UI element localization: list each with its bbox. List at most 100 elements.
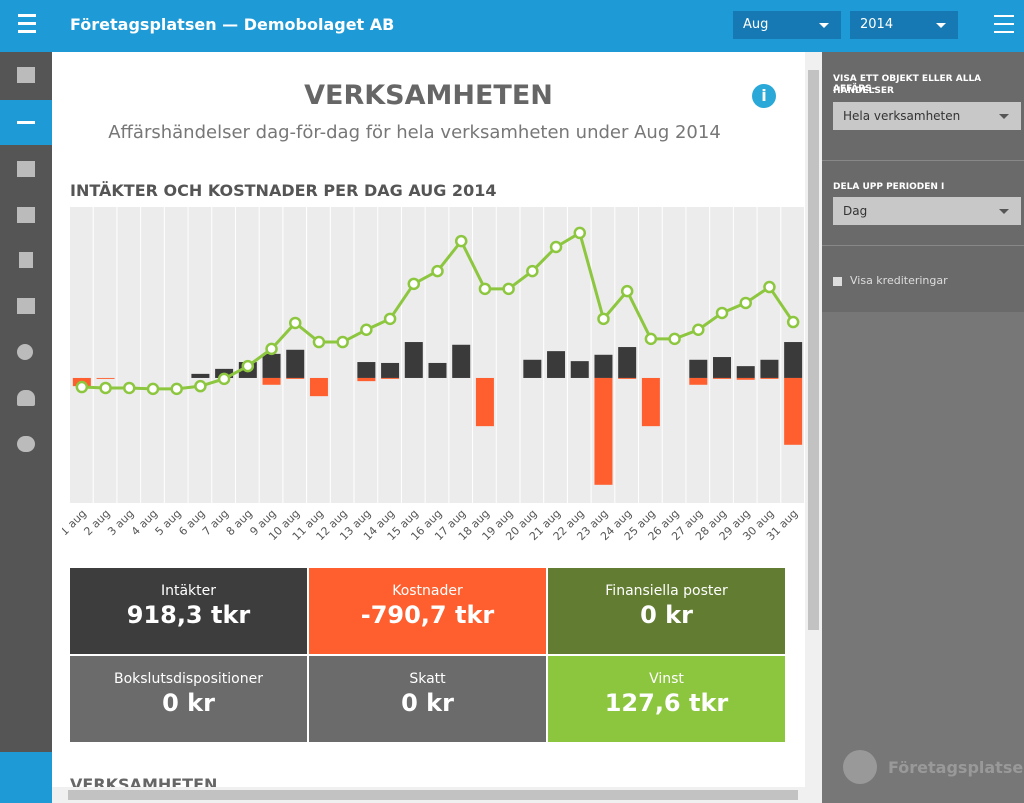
point bbox=[668, 332, 681, 346]
day-column bbox=[473, 207, 496, 503]
x-tick-label: 5 aug bbox=[153, 507, 184, 538]
tile-value: 918,3 tkr bbox=[126, 601, 251, 629]
bar bbox=[547, 351, 566, 378]
menu-button[interactable] bbox=[18, 14, 36, 17]
tile-label: Bokslutsdispositioner bbox=[113, 671, 263, 687]
scroll-thumb[interactable] bbox=[808, 70, 819, 630]
day-column bbox=[307, 207, 330, 503]
day-column bbox=[212, 207, 235, 503]
point bbox=[146, 382, 160, 396]
summary-tile: Kostnader -790,7 tkr bbox=[309, 568, 546, 654]
checkbox[interactable] bbox=[833, 277, 842, 286]
day-column bbox=[686, 207, 710, 503]
x-tick-label: 6 aug bbox=[176, 507, 207, 538]
point bbox=[549, 240, 563, 254]
point bbox=[692, 323, 705, 337]
bar bbox=[784, 342, 803, 378]
day-column bbox=[757, 207, 781, 503]
nav-icon[interactable] bbox=[17, 436, 35, 452]
day-column bbox=[733, 207, 757, 503]
day-column bbox=[567, 207, 591, 503]
nav-icon[interactable] bbox=[17, 298, 35, 314]
nav-icon[interactable] bbox=[17, 67, 35, 83]
x-tick-label: 7 aug bbox=[200, 507, 231, 538]
point bbox=[597, 312, 610, 326]
day-column bbox=[188, 207, 212, 503]
x-tick-label: 3 aug bbox=[105, 507, 136, 538]
bar bbox=[191, 373, 210, 378]
bar bbox=[452, 344, 471, 378]
summary-tile: Finansiella poster 0 kr bbox=[548, 568, 785, 654]
nav-icon[interactable] bbox=[19, 252, 33, 268]
summary-tile: Bokslutsdispositioner 0 kr bbox=[70, 656, 307, 742]
point bbox=[739, 296, 752, 310]
point bbox=[241, 359, 255, 373]
day-column bbox=[354, 207, 378, 503]
h-scroll-thumb[interactable] bbox=[68, 790, 798, 800]
point bbox=[336, 335, 349, 349]
tile-value: 127,6 tkr bbox=[604, 689, 729, 717]
bar bbox=[357, 362, 376, 378]
bar bbox=[523, 359, 542, 378]
filter-label: VISA ETT OBJEKT ELLER ALLA AFFÄRS- bbox=[833, 74, 982, 94]
bar bbox=[760, 377, 779, 379]
nav-icon[interactable] bbox=[17, 207, 35, 223]
nav-icon[interactable] bbox=[17, 344, 33, 360]
bar bbox=[286, 349, 305, 378]
day-column bbox=[141, 207, 164, 503]
bar bbox=[286, 377, 305, 379]
chart-title: INTÄKTER OCH KOSTNADER PER DAG AUG 2014 bbox=[70, 181, 497, 200]
bar bbox=[428, 362, 447, 378]
point bbox=[123, 381, 136, 395]
user-badge[interactable] bbox=[0, 752, 52, 803]
point bbox=[454, 234, 468, 248]
x-tick-label: 8 aug bbox=[224, 507, 255, 538]
tile-value: 0 kr bbox=[401, 689, 454, 717]
tile-label: Finansiella poster bbox=[605, 583, 728, 599]
year-select[interactable]: 2014 bbox=[850, 11, 958, 39]
period-select[interactable]: Dag bbox=[833, 197, 1021, 225]
point bbox=[644, 332, 658, 346]
summary-tile: Vinst 127,6 tkr bbox=[548, 656, 785, 742]
tile-label: Kostnader bbox=[392, 583, 463, 599]
bar bbox=[357, 377, 376, 382]
tile-label: Intäkter bbox=[160, 583, 217, 599]
bar bbox=[594, 354, 613, 378]
bar bbox=[618, 377, 637, 379]
bar bbox=[309, 377, 328, 397]
point bbox=[217, 372, 231, 386]
bar bbox=[618, 347, 637, 378]
bar bbox=[404, 342, 423, 378]
bar bbox=[262, 353, 281, 378]
bar bbox=[736, 366, 755, 378]
nav-icon[interactable] bbox=[17, 390, 35, 406]
day-column bbox=[70, 207, 93, 503]
bar bbox=[381, 377, 400, 379]
point bbox=[75, 380, 89, 394]
nav-icon[interactable] bbox=[17, 121, 35, 124]
divider bbox=[822, 160, 1024, 161]
point bbox=[407, 277, 421, 291]
point bbox=[170, 382, 183, 396]
point bbox=[194, 379, 207, 393]
tile-label: Vinst bbox=[649, 671, 684, 687]
month-select[interactable]: Aug bbox=[733, 11, 841, 39]
day-column bbox=[164, 207, 188, 503]
app-title: Företagsplatsen — Demobolaget AB bbox=[70, 15, 395, 34]
point bbox=[573, 226, 587, 240]
object-select[interactable]: Hela verksamheten bbox=[833, 102, 1021, 130]
info-button[interactable]: i bbox=[752, 84, 776, 108]
nav-icon[interactable] bbox=[17, 161, 35, 177]
point bbox=[431, 264, 444, 278]
bar bbox=[641, 377, 660, 427]
tile-value: -790,7 tkr bbox=[360, 601, 495, 629]
checkbox-label: Visa krediteringar bbox=[850, 274, 948, 287]
bar bbox=[760, 359, 779, 378]
summary-tile: Skatt 0 kr bbox=[309, 656, 546, 742]
bar bbox=[475, 377, 494, 427]
x-tick-label: 2 aug bbox=[81, 507, 112, 538]
day-column bbox=[662, 207, 686, 503]
day-column bbox=[496, 207, 520, 503]
settings-button[interactable] bbox=[994, 15, 1014, 17]
